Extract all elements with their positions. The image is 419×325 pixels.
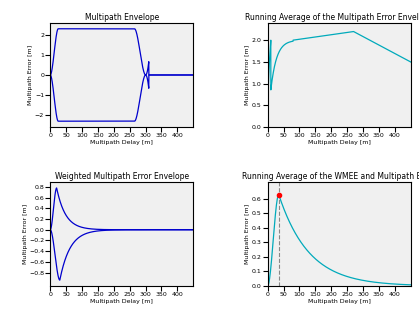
Y-axis label: Multipath Error [m]: Multipath Error [m] bbox=[28, 45, 34, 105]
X-axis label: Multipath Delay [m]: Multipath Delay [m] bbox=[91, 140, 153, 145]
X-axis label: Multipath Delay [m]: Multipath Delay [m] bbox=[308, 299, 370, 304]
Y-axis label: Multipath Error [m]: Multipath Error [m] bbox=[245, 204, 250, 264]
Y-axis label: Multipath Error [m]: Multipath Error [m] bbox=[23, 204, 28, 264]
Title: Running Average of the WMEE and Multipath Error: Running Average of the WMEE and Multipat… bbox=[243, 172, 419, 181]
X-axis label: Multipath Delay [m]: Multipath Delay [m] bbox=[91, 299, 153, 304]
Title: Multipath Envelope: Multipath Envelope bbox=[85, 13, 159, 22]
Title: Running Average of the Multipath Error Envelope: Running Average of the Multipath Error E… bbox=[245, 13, 419, 22]
X-axis label: Multipath Delay [m]: Multipath Delay [m] bbox=[308, 140, 370, 145]
Title: Weighted Multipath Error Envelope: Weighted Multipath Error Envelope bbox=[55, 172, 189, 181]
Y-axis label: Multipath Error [m]: Multipath Error [m] bbox=[245, 45, 250, 105]
